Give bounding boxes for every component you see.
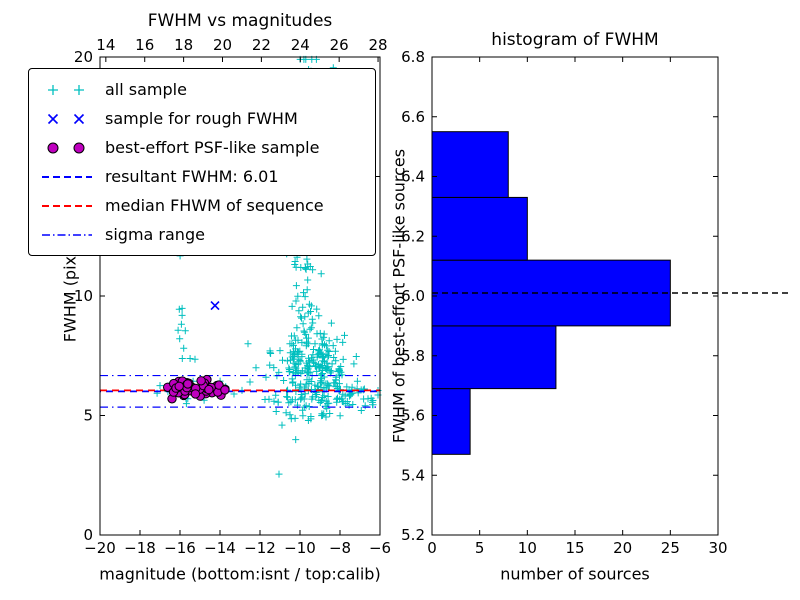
legend-label: median FHWM of sequence	[105, 196, 324, 215]
legend-label: sigma range	[105, 225, 205, 244]
x-marker-icon	[39, 108, 95, 130]
legend-label: best-effort PSF-like sample	[105, 138, 320, 157]
legend-item-median-fwhm: median FHWM of sequence	[29, 191, 375, 220]
svg-text:5: 5	[83, 407, 93, 425]
svg-text:20: 20	[74, 48, 93, 66]
legend-item-psf-like: best-effort PSF-like sample	[29, 133, 375, 162]
left-ylabel: FWHM (pix)	[60, 249, 80, 343]
svg-text:6.8: 6.8	[401, 48, 425, 66]
svg-text:6.2: 6.2	[401, 227, 425, 245]
svg-text:−20: −20	[84, 539, 116, 557]
svg-text:−8: −8	[329, 539, 351, 557]
legend-item-all-sample: all sample	[29, 75, 375, 104]
svg-text:10: 10	[74, 287, 93, 305]
svg-text:0: 0	[427, 539, 437, 557]
svg-text:5: 5	[475, 539, 485, 557]
legend-label: sample for rough FWHM	[105, 109, 298, 128]
legend-label: resultant FWHM: 6.01	[105, 167, 279, 186]
svg-text:30: 30	[708, 539, 727, 557]
svg-text:−18: −18	[124, 539, 156, 557]
dashdot-line-icon	[39, 224, 95, 246]
circle-marker-icon	[39, 137, 95, 159]
svg-text:24: 24	[291, 36, 310, 54]
legend-item-rough-fwhm: sample for rough FWHM	[29, 104, 375, 133]
left-plot-title: FWHM vs magnitudes	[147, 11, 333, 31]
dashed-line-icon	[39, 166, 95, 188]
svg-text:14: 14	[96, 36, 115, 54]
svg-text:15: 15	[565, 539, 584, 557]
svg-text:−10: −10	[284, 539, 316, 557]
svg-text:6.0: 6.0	[401, 287, 425, 305]
svg-text:5.8: 5.8	[401, 347, 425, 365]
svg-text:25: 25	[661, 539, 680, 557]
right-plot-title: histogram of FWHM	[491, 30, 659, 50]
svg-text:26: 26	[330, 36, 349, 54]
legend-item-resultant-fwhm: resultant FWHM: 6.01	[29, 162, 375, 191]
svg-text:22: 22	[252, 36, 271, 54]
svg-text:16: 16	[135, 36, 154, 54]
svg-text:20: 20	[213, 36, 232, 54]
svg-text:6.4: 6.4	[401, 168, 425, 186]
svg-text:10: 10	[518, 539, 537, 557]
svg-text:5.4: 5.4	[401, 466, 425, 484]
svg-text:−14: −14	[204, 539, 236, 557]
svg-text:−6: −6	[369, 539, 391, 557]
legend-label: all sample	[105, 80, 187, 99]
legend-item-sigma-range: sigma range	[29, 220, 375, 249]
svg-text:6.6: 6.6	[401, 108, 425, 126]
dashed-line-icon	[39, 195, 95, 217]
svg-text:5.2: 5.2	[401, 526, 425, 544]
svg-text:−16: −16	[164, 539, 196, 557]
left-xlabel: magnitude (bottom:isnt / top:calib)	[99, 564, 381, 584]
svg-text:18: 18	[174, 36, 193, 54]
plus-marker-icon	[39, 79, 95, 101]
svg-text:0: 0	[83, 526, 93, 544]
legend: all sample sample for rough FWHM best-ef…	[28, 68, 376, 256]
svg-text:−12: −12	[244, 539, 276, 557]
svg-text:5.6: 5.6	[401, 407, 425, 425]
right-ylabel: FWHM of best-effort PSF-like sources	[389, 148, 409, 444]
svg-text:20: 20	[613, 539, 632, 557]
svg-text:28: 28	[369, 36, 388, 54]
right-xlabel: number of sources	[500, 564, 650, 584]
